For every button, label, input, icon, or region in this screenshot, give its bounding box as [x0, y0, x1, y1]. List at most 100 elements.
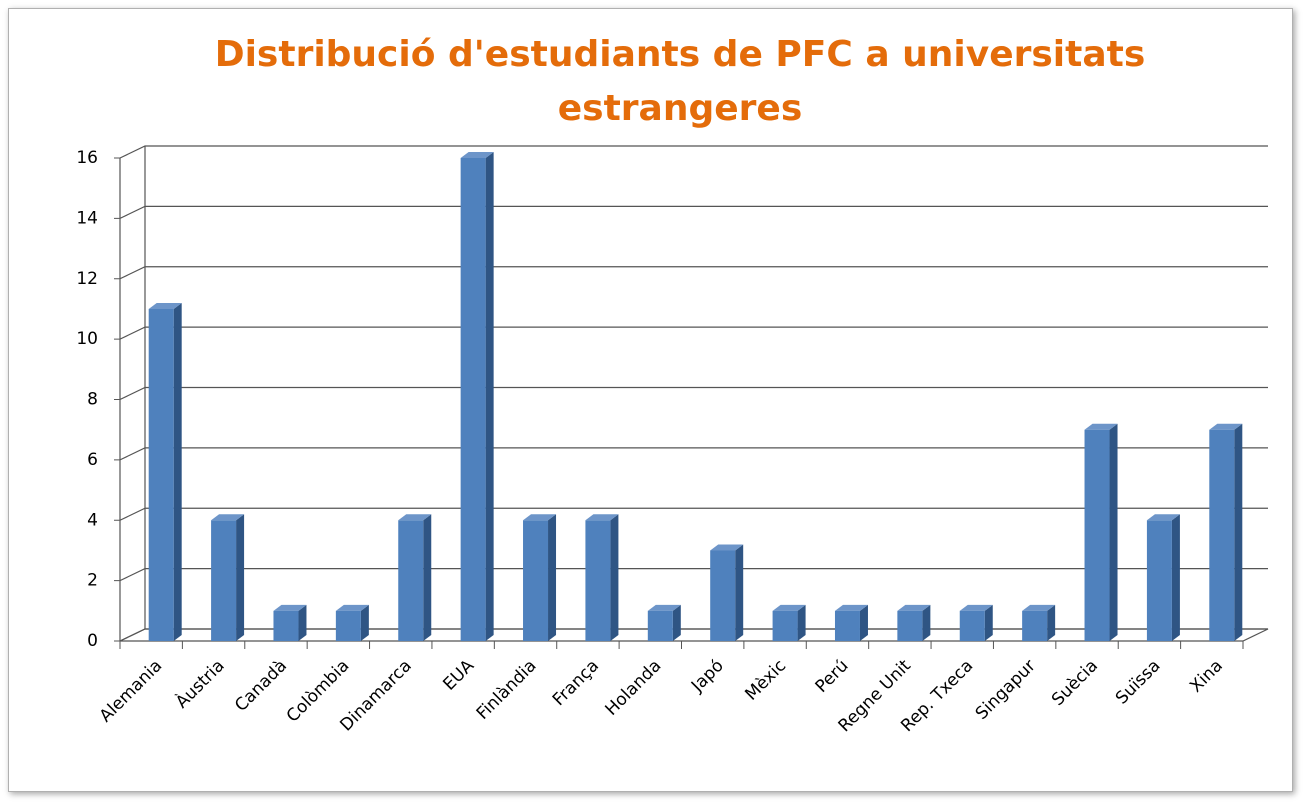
bar-top: [647, 604, 681, 611]
bar-top: [273, 604, 307, 611]
y-tick-label: 12: [76, 269, 98, 289]
bar-top: [1146, 514, 1180, 521]
grid-line: [119, 507, 1268, 521]
x-tick-label: França: [549, 656, 603, 710]
bar: [1084, 423, 1118, 641]
bar-top: [148, 302, 182, 309]
y-tick-label: 4: [87, 510, 98, 530]
bar-front: [834, 610, 860, 641]
bar-front: [647, 610, 673, 641]
grid-line: [119, 266, 1268, 280]
x-tick-label: EUA: [439, 656, 478, 695]
y-tick-label: 14: [76, 208, 98, 228]
bar-side: [1171, 514, 1180, 641]
bar-front: [585, 520, 611, 641]
x-tick-label: Finlàndia: [473, 656, 541, 724]
bar: [1209, 423, 1243, 641]
bar: [398, 514, 432, 641]
bar: [772, 604, 806, 641]
bar-top: [1209, 423, 1243, 430]
bar-side: [360, 604, 369, 641]
x-tick-label: Perú: [812, 656, 853, 697]
x-tick-label: Alemania: [96, 656, 167, 727]
bar: [211, 514, 245, 641]
bar: [710, 544, 744, 641]
chart-frame: [8, 8, 1293, 792]
grid-line: [119, 568, 1268, 582]
bar-top: [211, 514, 245, 521]
grid-line: [119, 447, 1268, 461]
grid-line: [119, 326, 1268, 340]
y-tick-label: 10: [76, 329, 98, 349]
bar-front: [523, 520, 549, 641]
x-tick-label: Canadà: [231, 656, 291, 716]
x-tick-label: Suïssa: [1112, 656, 1165, 709]
bar-top: [710, 544, 744, 551]
bar-side: [298, 604, 307, 641]
grid-line: [119, 628, 1268, 642]
bar-side: [610, 514, 619, 641]
bar-front: [148, 308, 174, 641]
bar-front: [897, 610, 923, 641]
bar-side: [984, 604, 993, 641]
grid-line: [119, 386, 1268, 401]
bar: [585, 514, 619, 641]
bar: [1022, 604, 1056, 641]
bar-side: [173, 302, 182, 641]
x-tick-label: Xina: [1186, 656, 1227, 697]
bar-side: [485, 152, 494, 641]
bar-front: [1084, 429, 1110, 641]
bar: [460, 152, 494, 641]
bar-side: [1234, 423, 1243, 641]
bar-front: [335, 610, 361, 641]
bar-top: [897, 604, 931, 611]
bar: [834, 604, 868, 641]
grid-line: [119, 145, 1268, 159]
y-tick-label: 6: [87, 450, 98, 470]
x-tick-label: Suècia: [1048, 656, 1102, 710]
y-tick-label: 0: [87, 631, 98, 651]
bar-top: [834, 604, 868, 611]
bar-side: [735, 544, 744, 641]
bar-top: [398, 514, 432, 521]
bar-side: [859, 604, 868, 641]
bar-top: [1084, 423, 1118, 430]
bar-front: [211, 520, 237, 641]
bar-side: [797, 604, 806, 641]
bar-side: [423, 514, 432, 641]
bar: [273, 604, 307, 641]
x-tick-label: Singapur: [972, 656, 1040, 724]
bar-side: [922, 604, 931, 641]
bar-side: [1047, 604, 1056, 641]
chart-title: Distribució d'estudiants de PFC a univer…: [214, 34, 1146, 129]
x-tick-label: Àustria: [171, 655, 229, 713]
bar-front: [710, 550, 736, 641]
bar-top: [959, 604, 993, 611]
bar-top: [460, 152, 494, 158]
bar-front: [398, 520, 424, 641]
bar-side: [236, 514, 245, 641]
bar-top: [772, 604, 806, 611]
y-tick-label: 2: [87, 571, 98, 591]
bar-front: [959, 610, 985, 641]
bar-front: [460, 158, 486, 641]
x-tick-label: Japó: [687, 656, 728, 697]
bar: [959, 604, 993, 641]
bar-side: [1109, 423, 1118, 641]
bar-front: [772, 610, 798, 641]
bar-front: [1146, 520, 1172, 641]
y-tick-label: 8: [87, 390, 98, 410]
x-tick-label: Mèxic: [741, 656, 790, 705]
bar-top: [523, 514, 557, 521]
bar: [1146, 514, 1180, 641]
bar-front: [273, 610, 299, 641]
bar-top: [585, 514, 619, 521]
bar: [897, 604, 931, 641]
bar-front: [1022, 610, 1048, 641]
grid-line: [119, 205, 1268, 219]
bar-top: [335, 604, 369, 611]
bar: [148, 302, 182, 641]
bar-front: [1209, 429, 1235, 641]
